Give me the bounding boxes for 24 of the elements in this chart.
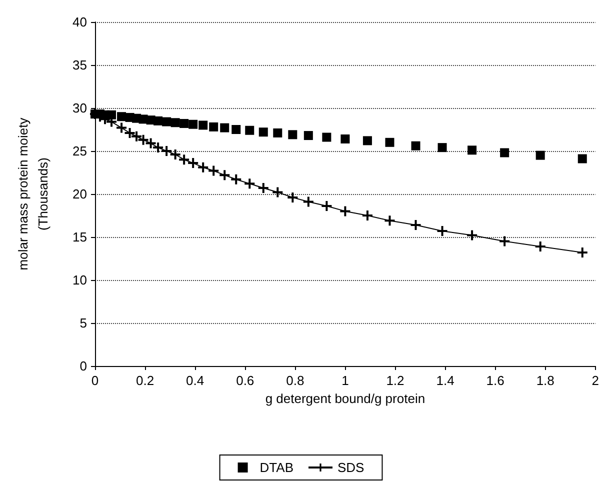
x-tick-label: 0.2 <box>136 373 154 388</box>
x-axis-title: g detergent bound/g protein <box>265 391 426 406</box>
x-tick-label: 2 <box>592 373 599 388</box>
x-tick-label: 1.4 <box>436 373 454 388</box>
x-tick-label: 0.8 <box>286 373 304 388</box>
y-tick-label: 40 <box>72 14 87 30</box>
x-tick-label: 1 <box>342 373 349 388</box>
y-tick-label: 35 <box>72 58 87 72</box>
x-tick-label: 0.6 <box>236 373 254 388</box>
y-tick-label: 10 <box>72 272 87 288</box>
x-tick-label: 1.8 <box>536 373 554 388</box>
y-tick-label: 20 <box>72 186 87 202</box>
x-tick-label: 0 <box>91 373 99 388</box>
x-tick-label: 1.6 <box>486 373 504 388</box>
legend-label: SDS <box>337 460 365 475</box>
y-tick-label: 15 <box>72 230 87 244</box>
y-axis-title: molar mass protein moiety (Thousands) <box>16 117 50 270</box>
y-tick-label: 5 <box>80 316 87 330</box>
legend-label: DTAB <box>260 460 294 475</box>
x-tick-label: 1.2 <box>386 373 404 388</box>
x-tick-label: 0.4 <box>186 373 204 388</box>
y-tick-label: 25 <box>72 144 87 158</box>
y-tick-label: 30 <box>72 100 87 116</box>
y-tick-label: 0 <box>80 358 87 374</box>
